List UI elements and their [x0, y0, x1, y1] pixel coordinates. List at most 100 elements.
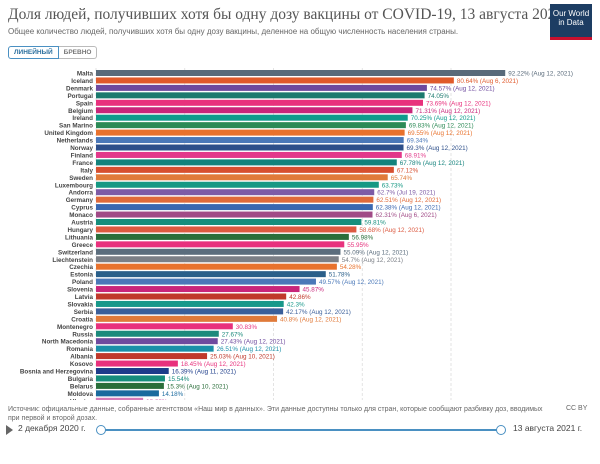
bar	[96, 300, 284, 307]
bar	[96, 166, 394, 173]
bar	[96, 99, 423, 106]
bar	[96, 159, 397, 166]
country-label: Sweden	[69, 175, 93, 182]
bar	[96, 293, 287, 300]
license-link[interactable]: CC BY	[566, 405, 588, 412]
country-label: Montenegro	[57, 324, 93, 331]
value-label: 67.12%	[397, 167, 419, 174]
bar	[96, 151, 402, 158]
bar	[96, 368, 169, 374]
log-scale-button[interactable]: БРЕВНО	[58, 46, 98, 59]
value-label: 71.31% (Aug 12, 2021)	[415, 108, 480, 115]
bar	[96, 278, 316, 285]
country-label: Kosovo	[70, 361, 93, 368]
country-label: Ukraine	[70, 398, 94, 400]
logo-line-2: in Data	[558, 18, 584, 27]
country-label: Lithuania	[65, 234, 93, 241]
country-label: Serbia	[74, 309, 94, 316]
country-label: Bulgaria	[68, 376, 94, 383]
bar	[96, 204, 373, 211]
source-note: Источник: официальные данные, собранные …	[8, 406, 543, 422]
timeline-track[interactable]	[100, 429, 500, 431]
bar	[96, 189, 375, 196]
country-label: Albania	[70, 354, 93, 361]
value-label: 42.86%	[289, 294, 311, 301]
bar	[96, 137, 404, 144]
linear-scale-button[interactable]: ЛИНЕЙНЫЙ	[8, 46, 59, 59]
country-label: Portugal	[67, 93, 93, 100]
bar	[96, 181, 379, 188]
bar	[96, 330, 219, 337]
value-label: 10.62%	[146, 398, 168, 400]
country-label: Liechtenstein	[52, 257, 93, 264]
bar	[96, 174, 388, 181]
bar	[96, 70, 506, 76]
bar	[96, 286, 300, 293]
bar	[96, 196, 374, 203]
value-label: 14.18%	[162, 391, 184, 398]
value-label: 27.43% (Aug 12, 2021)	[221, 339, 286, 346]
country-label: Estonia	[70, 272, 93, 279]
country-label: Czechia	[69, 264, 93, 271]
value-label: 15.3% (Aug 10, 2021)	[167, 383, 228, 390]
play-icon[interactable]	[6, 425, 13, 435]
bar	[96, 144, 404, 151]
logo-line-1: Our World	[552, 9, 590, 18]
country-label: Luxembourg	[55, 182, 93, 189]
value-label: 54.7% (Aug 12, 2021)	[342, 257, 403, 264]
value-label: 30.83%	[236, 324, 258, 331]
bar	[96, 241, 345, 248]
country-label: Spain	[76, 100, 93, 107]
bar	[96, 353, 208, 360]
country-label: San Marino	[59, 123, 93, 130]
value-label: 62.38% (Aug 12, 2021)	[376, 205, 441, 212]
bar	[96, 256, 339, 263]
timeline-end-handle[interactable]	[496, 425, 506, 435]
value-label: 27.67%	[222, 331, 244, 338]
bar	[96, 397, 144, 400]
value-label: 42.17% (Aug 12, 2021)	[286, 309, 351, 316]
bar	[96, 107, 413, 114]
chart-subtitle: Общее количество людей, получивших хотя …	[8, 27, 459, 36]
country-label: Denmark	[66, 85, 93, 92]
bar	[96, 338, 218, 345]
bar	[96, 308, 284, 315]
country-label: Hungary	[67, 227, 93, 234]
value-label: 59.81%	[364, 220, 386, 227]
chart-title: Доля людей, получивших хотя бы одну дозу…	[8, 6, 576, 23]
value-label: 73.69% (Aug 12, 2021)	[426, 100, 491, 107]
owid-logo[interactable]: Our World in Data	[550, 4, 592, 40]
bar	[96, 375, 165, 382]
country-label: Ireland	[72, 115, 93, 122]
bar	[96, 114, 408, 121]
bar	[96, 345, 214, 352]
country-label: Poland	[72, 279, 93, 286]
value-label: 40.8% (Aug 12, 2021)	[280, 316, 341, 323]
bar	[96, 390, 159, 397]
bar	[96, 360, 178, 367]
value-label: 80.64% (Aug 6, 2021)	[457, 78, 518, 85]
value-label: 18.45% (Aug 12, 2021)	[181, 361, 246, 368]
country-label: Finland	[71, 152, 94, 159]
timeline-start-handle[interactable]	[96, 425, 106, 435]
country-label: North Macedonia	[42, 339, 94, 346]
country-label: United Kingdom	[44, 130, 93, 137]
country-label: Belarus	[70, 383, 94, 390]
value-label: 62.31% (Aug 6, 2021)	[376, 212, 437, 219]
country-label: Cyprus	[71, 205, 93, 212]
country-label: Malta	[77, 71, 94, 78]
value-label: 42.3%	[287, 301, 305, 308]
timeline-end-label: 13 августа 2021 г.	[513, 423, 583, 433]
bar	[96, 211, 373, 218]
country-label: Greece	[72, 242, 94, 249]
scale-toggle: ЛИНЕЙНЫЙ БРЕВНО	[8, 46, 98, 59]
country-label: Belgium	[68, 108, 93, 115]
bar	[96, 271, 326, 278]
value-label: 25.03% (Aug 10, 2021)	[210, 354, 275, 361]
bar	[96, 122, 406, 129]
bar	[96, 92, 425, 99]
value-label: 70.25% (Aug 12, 2021)	[411, 115, 476, 122]
value-label: 69.55% (Aug 12, 2021)	[408, 130, 473, 137]
country-label: Norway	[70, 145, 93, 152]
